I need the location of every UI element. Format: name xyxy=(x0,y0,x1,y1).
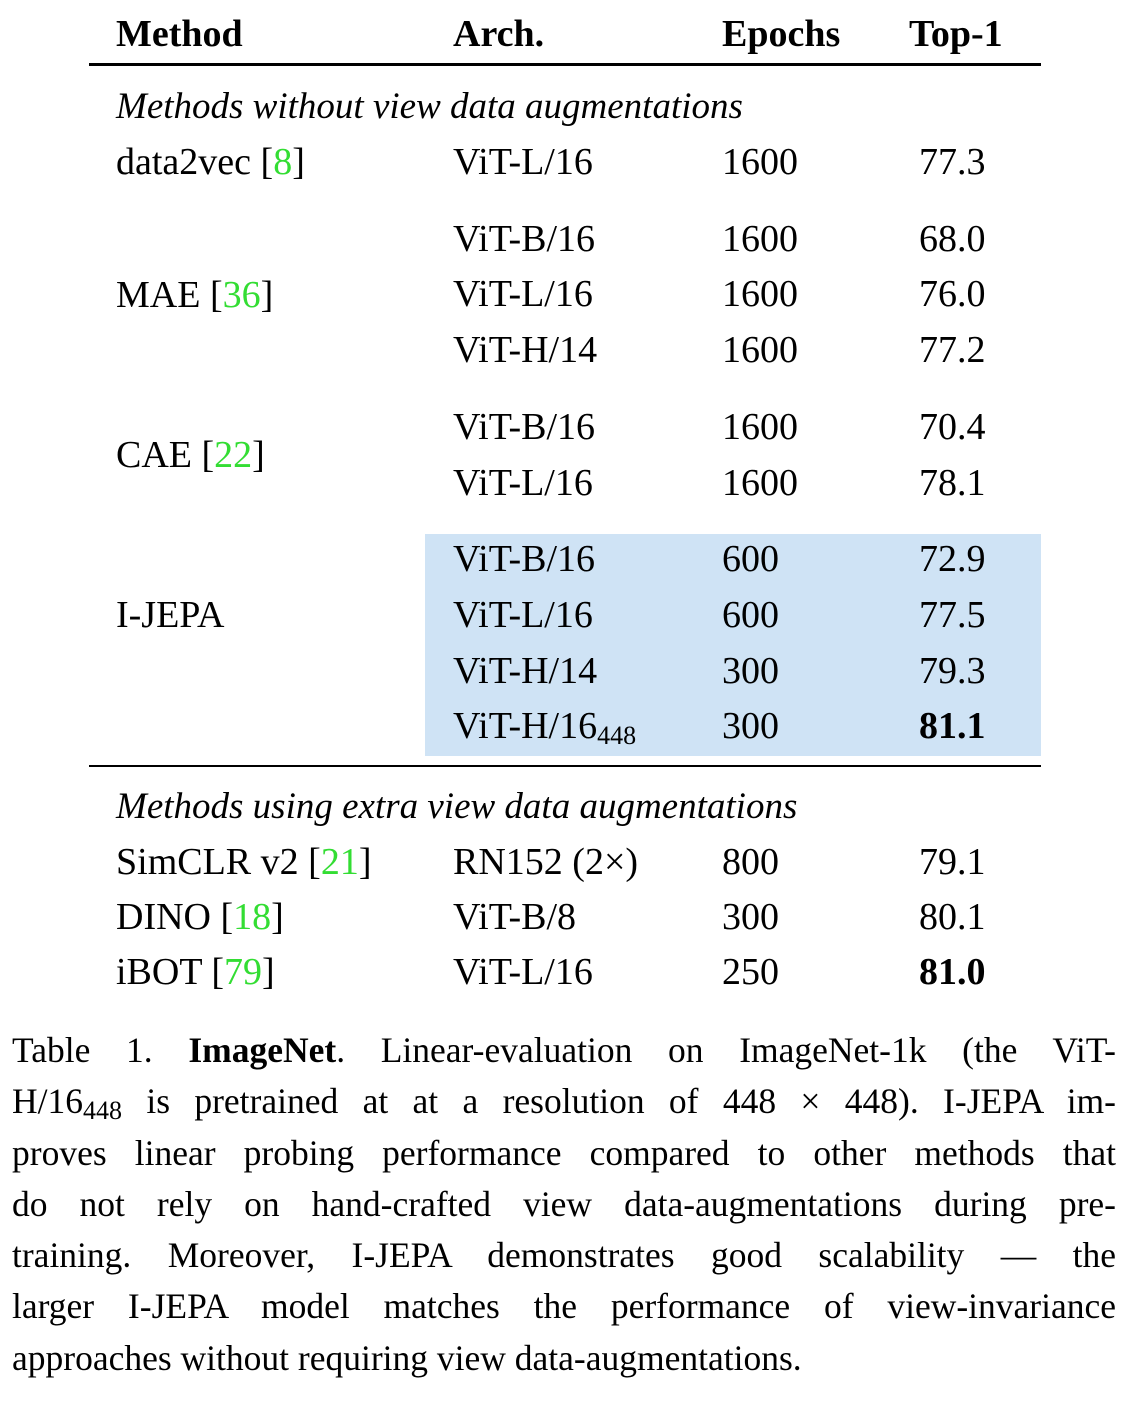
epochs-cell: 1600 xyxy=(722,406,798,448)
arch-cell: ViT-L/16 xyxy=(453,594,593,636)
header-epochs: Epochs xyxy=(722,13,841,55)
top1-cell-best: 81.1 xyxy=(919,705,986,747)
epochs-cell: 300 xyxy=(722,650,779,692)
caption-line: Table 1. ImageNet. Linear-evaluation on … xyxy=(12,1030,1117,1070)
arch-cell: ViT-L/16 xyxy=(453,951,593,993)
arch-cell: ViT-H/14 xyxy=(453,329,598,371)
top1-cell: 77.5 xyxy=(919,594,986,636)
mid-rule xyxy=(89,765,1041,767)
citation-ref: 79 xyxy=(224,951,263,993)
arch-cell: ViT-B/16 xyxy=(453,406,595,448)
top1-cell: 72.9 xyxy=(919,538,986,580)
epochs-cell: 300 xyxy=(722,896,779,938)
citation-ref: 22 xyxy=(214,434,253,476)
method-cell: CAE [22] xyxy=(116,434,265,476)
citation-ref: 8 xyxy=(273,141,293,183)
top1-cell: 68.0 xyxy=(919,218,986,260)
method-cell: MAE [36] xyxy=(116,274,274,316)
method-cell: data2vec [8] xyxy=(116,141,305,183)
caption-line: proves linear probing performance compar… xyxy=(12,1132,1116,1173)
arch-cell: ViT-B/8 xyxy=(453,896,576,938)
caption-line: larger I-JEPA model matches the performa… xyxy=(12,1286,1116,1327)
top1-cell: 80.1 xyxy=(919,896,986,938)
epochs-cell: 250 xyxy=(722,951,779,993)
epochs-cell: 300 xyxy=(722,705,779,747)
epochs-cell: 1600 xyxy=(722,329,798,371)
header-top1: Top-1 xyxy=(909,13,1003,55)
method-cell: iBOT [79] xyxy=(116,951,275,993)
method-cell: I-JEPA xyxy=(116,594,225,636)
top1-cell: 77.2 xyxy=(919,329,986,371)
top1-cell: 79.1 xyxy=(919,841,986,883)
arch-cell: RN152 (2×) xyxy=(453,841,639,883)
section-label-no-aug: Methods without view data augmentations xyxy=(116,86,743,127)
citation-ref: 21 xyxy=(320,841,359,883)
top1-cell: 79.3 xyxy=(919,650,986,692)
header-method: Method xyxy=(116,13,243,55)
citation-ref: 36 xyxy=(222,274,261,316)
ijepa-highlight xyxy=(425,534,1041,756)
header-arch: Arch. xyxy=(453,13,545,55)
caption-line: H/16448 is pretrained at at a resolution… xyxy=(12,1081,1116,1126)
arch-cell: ViT-L/16 xyxy=(453,141,593,183)
arch-cell: ViT-L/16 xyxy=(453,273,593,315)
epochs-cell: 600 xyxy=(722,594,779,636)
method-cell: SimCLR v2 [21] xyxy=(116,841,372,883)
table-caption: Table 1. ImageNet. Linear-evaluation on … xyxy=(12,1025,1116,1384)
epochs-cell: 1600 xyxy=(722,141,798,183)
caption-label: Table 1. xyxy=(12,1030,153,1070)
epochs-cell: 800 xyxy=(722,841,779,883)
caption-line: do not rely on hand-crafted view data-au… xyxy=(12,1183,1116,1224)
arch-cell: ViT-L/16 xyxy=(453,462,593,504)
arch-cell: ViT-H/16448 xyxy=(453,705,637,750)
arch-subscript: 448 xyxy=(597,721,637,750)
citation-ref: 18 xyxy=(233,896,272,938)
arch-cell: ViT-H/14 xyxy=(453,650,598,692)
caption-title: ImageNet xyxy=(188,1030,337,1070)
top1-cell: 77.3 xyxy=(919,141,986,183)
arch-cell: ViT-B/16 xyxy=(453,218,595,260)
results-table: Method Arch. Epochs Top-1 Methods withou… xyxy=(89,13,1041,993)
epochs-cell: 1600 xyxy=(722,462,798,504)
epochs-cell: 600 xyxy=(722,538,779,580)
caption-line: training. Moreover, I-JEPA demonstrates … xyxy=(12,1235,1116,1276)
caption-line: approaches without requiring view data-a… xyxy=(12,1337,802,1378)
arch-cell: ViT-B/16 xyxy=(453,538,595,580)
section-label-extra-aug: Methods using extra view data augmentati… xyxy=(116,786,798,827)
top1-cell: 76.0 xyxy=(919,273,986,315)
top1-cell-best: 81.0 xyxy=(919,951,986,993)
method-cell: DINO [18] xyxy=(116,896,284,938)
top1-cell: 78.1 xyxy=(919,462,986,504)
top1-cell: 70.4 xyxy=(919,406,986,448)
epochs-cell: 1600 xyxy=(722,273,798,315)
top-rule xyxy=(89,63,1041,66)
epochs-cell: 1600 xyxy=(722,218,798,260)
